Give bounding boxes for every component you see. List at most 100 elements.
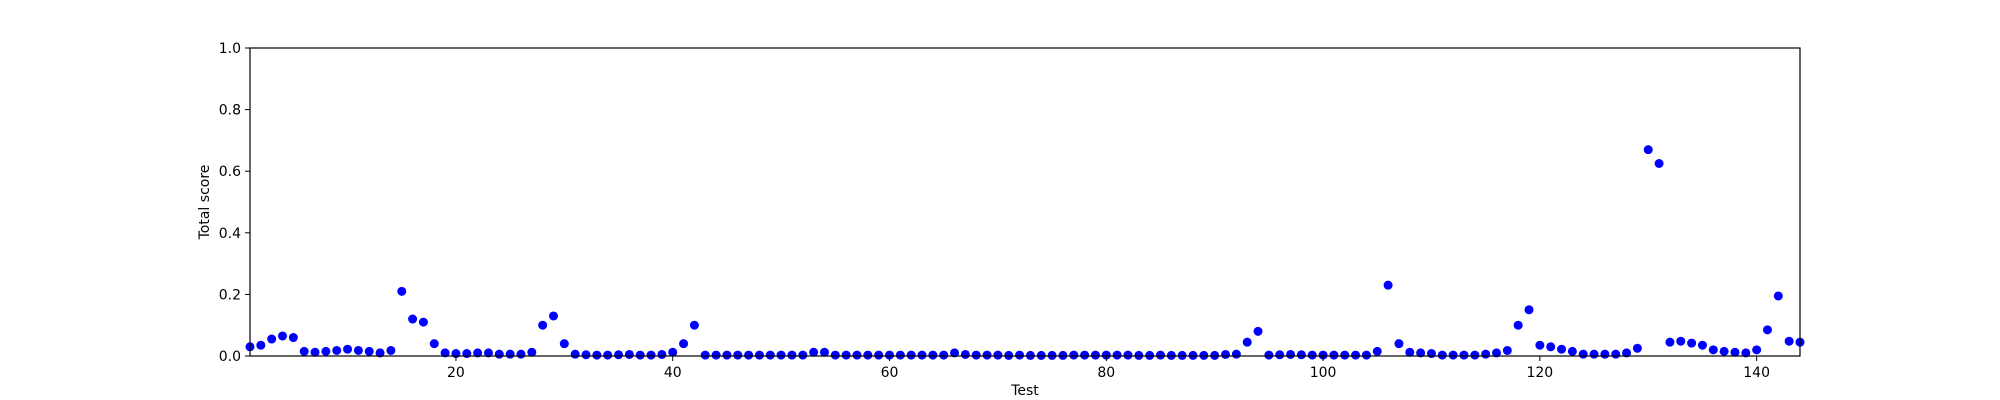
data-point xyxy=(559,339,569,349)
data-point xyxy=(1090,350,1100,360)
data-point xyxy=(256,340,266,350)
data-points xyxy=(245,145,1805,360)
data-point xyxy=(1448,350,1458,360)
data-point xyxy=(798,350,808,360)
data-point xyxy=(592,350,602,360)
data-point xyxy=(895,350,905,360)
data-point xyxy=(1535,340,1545,350)
data-point xyxy=(1578,349,1588,359)
data-point xyxy=(1123,350,1133,360)
data-point xyxy=(754,350,764,360)
data-point xyxy=(1654,159,1664,168)
x-tick-label: 100 xyxy=(1310,365,1337,381)
data-point xyxy=(1253,326,1263,336)
data-point xyxy=(841,350,851,360)
data-point xyxy=(1784,336,1794,346)
data-point xyxy=(1394,339,1404,349)
data-point xyxy=(1134,350,1144,360)
data-point xyxy=(1600,349,1610,359)
data-point xyxy=(343,344,353,354)
data-point xyxy=(689,320,699,330)
data-point xyxy=(885,350,895,360)
data-point xyxy=(1665,337,1675,347)
data-point xyxy=(1524,305,1534,315)
data-point xyxy=(375,348,385,358)
data-point xyxy=(353,345,363,355)
data-point xyxy=(1752,345,1762,355)
x-tick-label: 140 xyxy=(1743,365,1770,381)
data-point xyxy=(722,350,732,360)
data-point xyxy=(657,349,667,359)
data-point xyxy=(1361,350,1371,360)
data-point xyxy=(1730,347,1740,357)
data-point xyxy=(1470,350,1480,360)
data-point xyxy=(624,349,634,359)
data-point xyxy=(787,350,797,360)
data-point xyxy=(1741,348,1751,358)
data-point xyxy=(917,350,927,360)
data-point xyxy=(668,347,678,357)
data-point xyxy=(1557,344,1567,354)
data-point xyxy=(993,350,1003,360)
data-point xyxy=(1502,345,1512,355)
data-point xyxy=(1546,342,1556,352)
x-tick-label: 40 xyxy=(664,365,682,381)
data-point xyxy=(1307,350,1317,360)
data-point xyxy=(548,311,558,321)
data-point xyxy=(1318,350,1328,360)
data-point xyxy=(1708,345,1718,355)
data-point xyxy=(505,349,515,359)
data-point xyxy=(1676,336,1686,346)
data-point xyxy=(950,348,960,358)
data-point xyxy=(1069,350,1079,360)
y-tick-label: 1.0 xyxy=(219,41,241,57)
data-point xyxy=(1242,337,1252,347)
data-point xyxy=(321,346,331,356)
data-point xyxy=(1492,348,1502,358)
data-point xyxy=(1459,350,1469,360)
data-point xyxy=(1632,343,1642,353)
data-point xyxy=(538,320,548,330)
data-point xyxy=(1025,350,1035,360)
data-point xyxy=(1622,348,1632,358)
data-point xyxy=(1145,350,1155,360)
data-point xyxy=(1101,350,1111,360)
data-point xyxy=(1296,350,1306,360)
data-point xyxy=(765,350,775,360)
data-point xyxy=(679,339,689,349)
data-point xyxy=(1047,350,1057,360)
data-point xyxy=(744,350,754,360)
data-point xyxy=(408,314,418,324)
data-point xyxy=(1210,350,1220,360)
data-point xyxy=(299,346,309,356)
data-point xyxy=(462,349,472,359)
y-axis-label: Total score xyxy=(197,165,213,241)
data-point xyxy=(1611,349,1621,359)
data-point xyxy=(1166,350,1176,360)
data-point xyxy=(332,345,342,355)
data-point xyxy=(1437,350,1447,360)
data-point xyxy=(516,349,526,359)
data-point xyxy=(982,350,992,360)
data-point xyxy=(278,331,288,341)
data-point xyxy=(852,350,862,360)
data-point xyxy=(1481,349,1491,359)
data-point xyxy=(494,349,504,359)
x-tick-label: 20 xyxy=(447,365,465,381)
data-point xyxy=(939,350,949,360)
y-axis-ticks: 0.0 0.2 0.4 0.6 0.8 1.0 xyxy=(219,41,250,365)
data-point xyxy=(711,350,721,360)
data-point xyxy=(1697,340,1707,350)
data-point xyxy=(1112,350,1122,360)
x-axis-ticks: 20 40 60 80 100 120 140 xyxy=(447,356,1770,381)
y-tick-label: 0.8 xyxy=(219,103,241,119)
data-point xyxy=(473,348,483,358)
data-point xyxy=(267,334,277,344)
data-point xyxy=(928,350,938,360)
data-point xyxy=(1513,320,1523,330)
data-point xyxy=(1286,349,1296,359)
data-point xyxy=(1762,325,1772,335)
data-point xyxy=(1004,350,1014,360)
data-point xyxy=(1221,349,1231,359)
